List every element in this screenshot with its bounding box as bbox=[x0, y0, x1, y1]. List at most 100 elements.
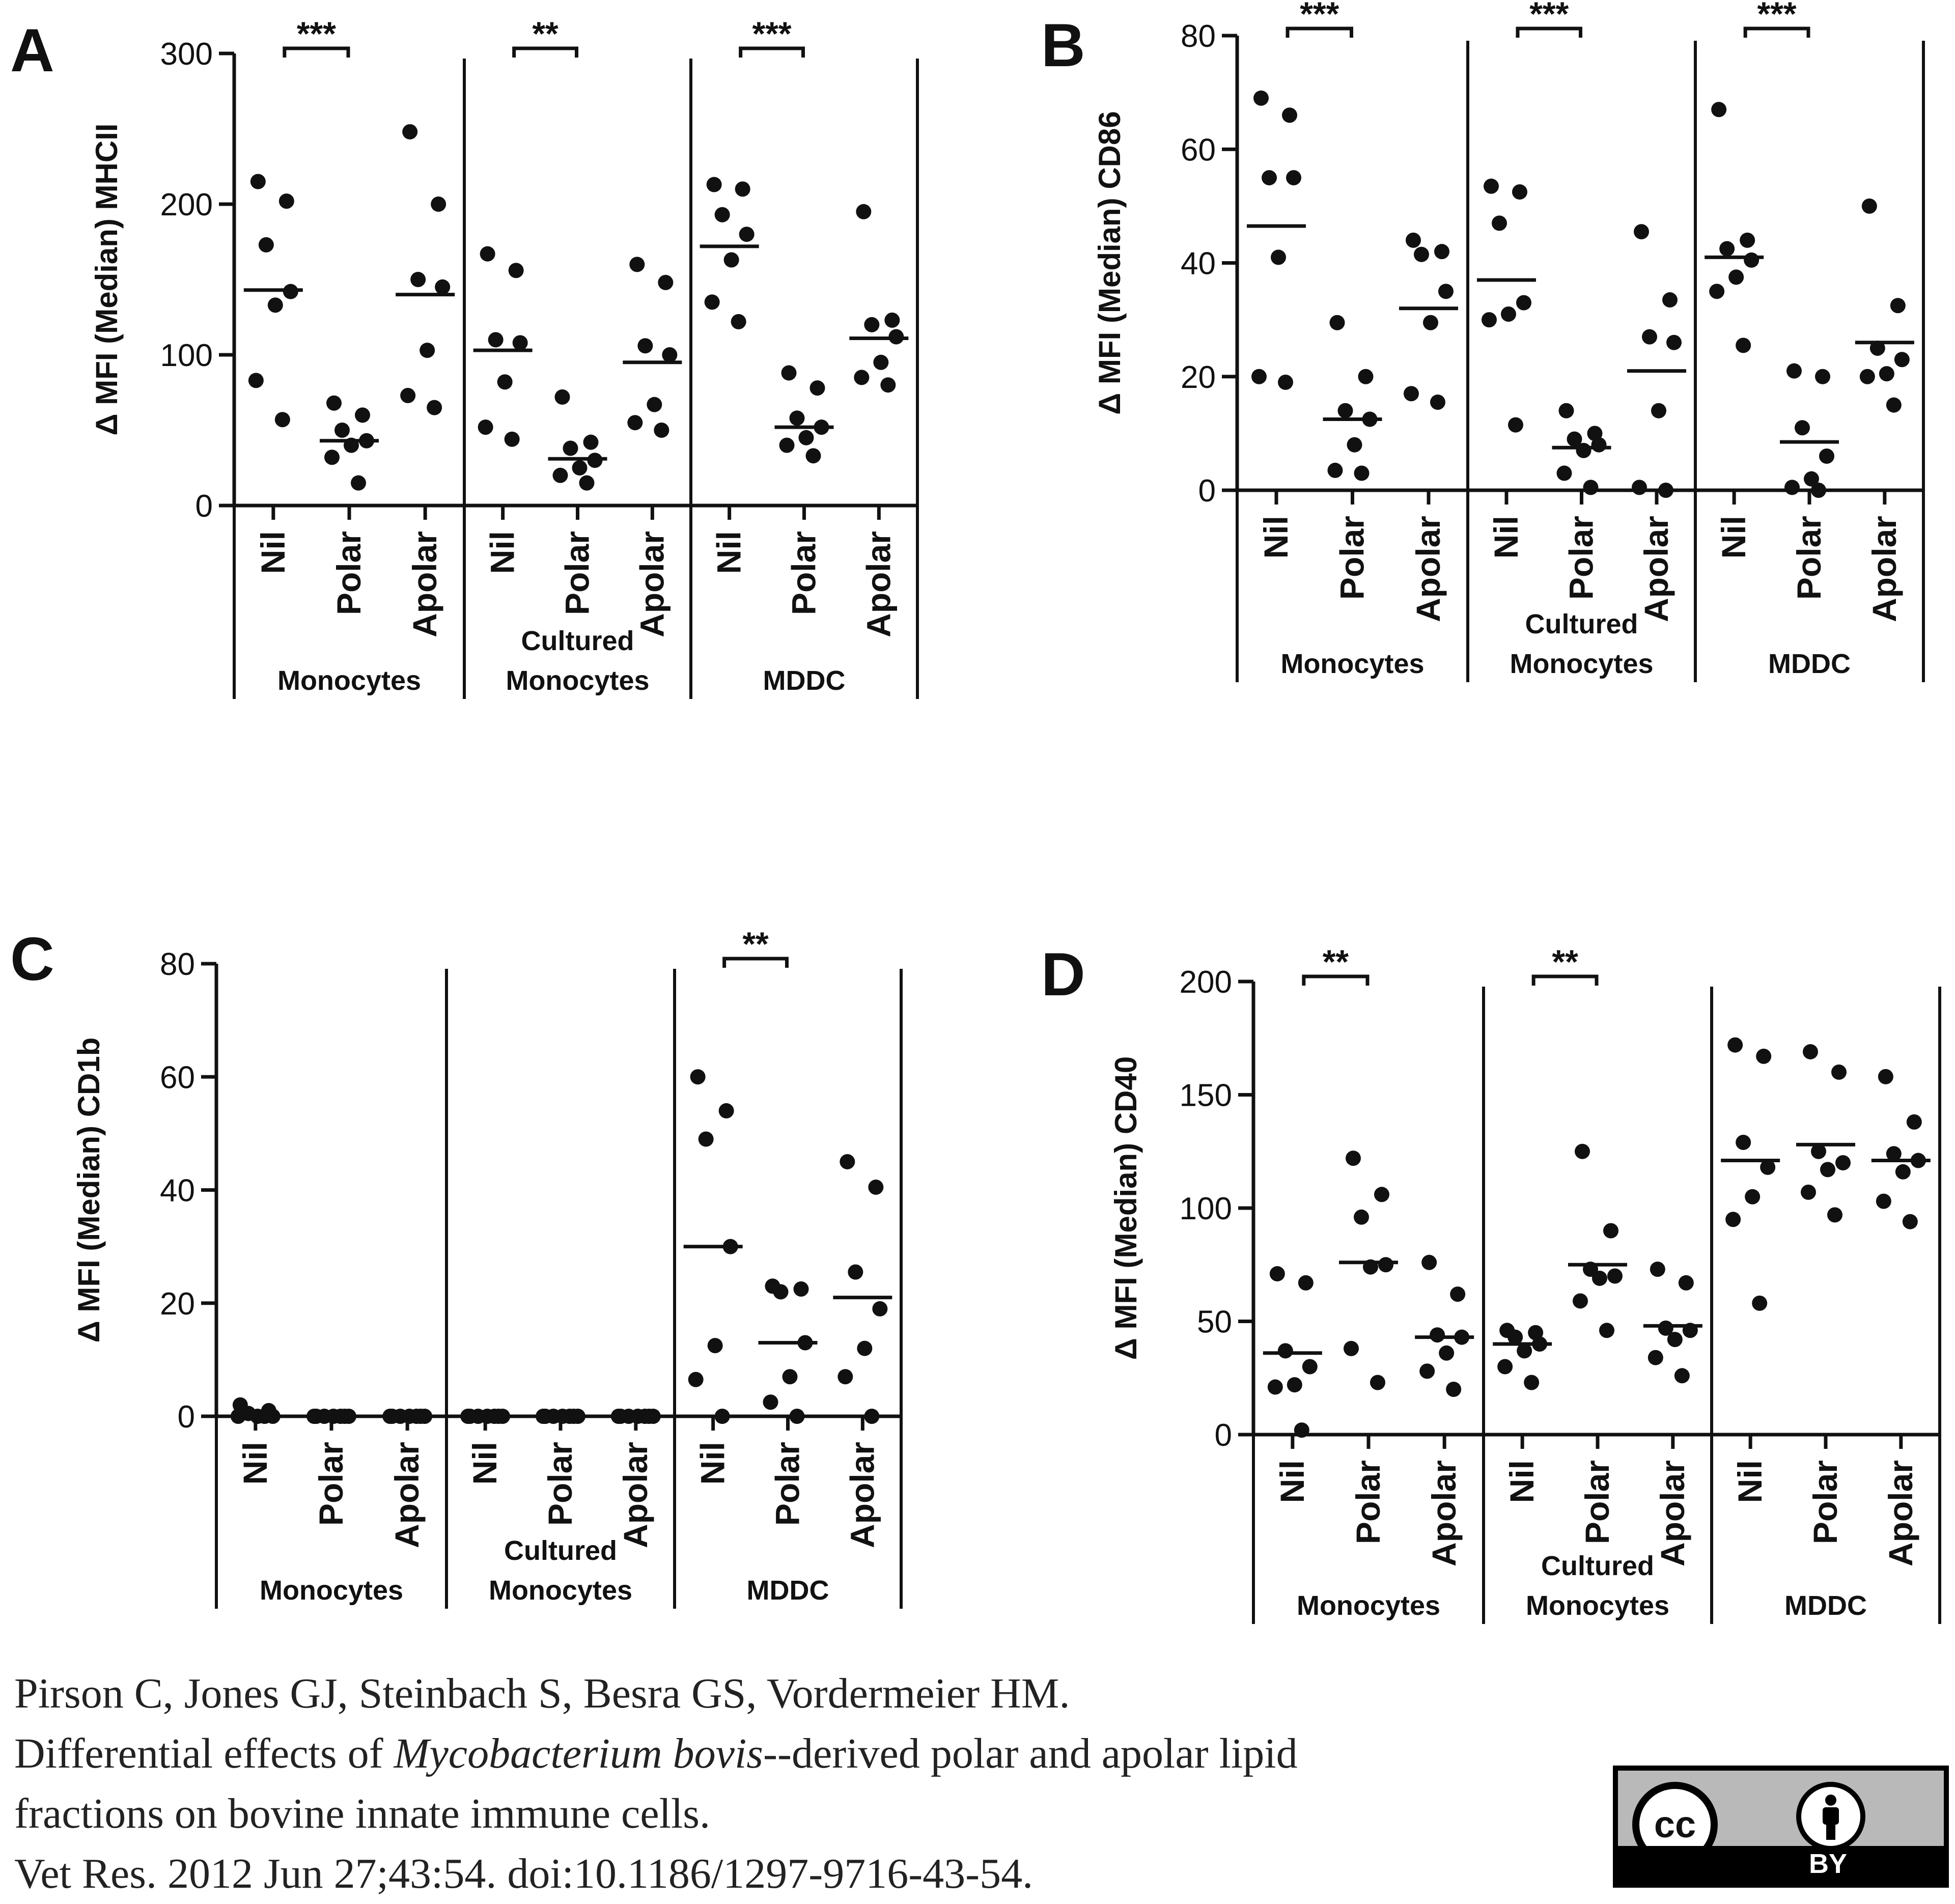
data-point bbox=[487, 1409, 502, 1424]
y-axis-label: Δ MFI (Median) CD40 bbox=[1109, 1056, 1143, 1360]
x-tick-label: Apolar bbox=[859, 531, 897, 637]
data-point bbox=[840, 1154, 855, 1169]
chart-panel-c: C 0 20 40 60 80 Δ MFI (Median) CD1b Nil Polar Apo… bbox=[10, 925, 903, 1609]
data-point bbox=[781, 365, 797, 381]
data-point bbox=[1651, 403, 1667, 418]
data-point bbox=[1262, 170, 1277, 186]
data-point bbox=[1756, 1048, 1772, 1064]
data-point bbox=[230, 1409, 246, 1424]
group-0: Nil Polar Apolar Monocytes bbox=[226, 1397, 437, 1606]
significance-bracket bbox=[722, 957, 789, 968]
panel-letter: B bbox=[1041, 11, 1085, 79]
data-point bbox=[1819, 449, 1834, 464]
data-point bbox=[1354, 1209, 1369, 1225]
data-point bbox=[718, 1103, 734, 1118]
data-point bbox=[1878, 1069, 1893, 1084]
y-tick-label: 200 bbox=[160, 187, 213, 222]
condition-polar: Polar bbox=[302, 1409, 361, 1526]
group-label-line-1: Cultured bbox=[504, 1535, 617, 1566]
data-point bbox=[1795, 420, 1810, 436]
data-point bbox=[497, 374, 513, 390]
data-point bbox=[324, 450, 340, 465]
y-tick-label: 0 bbox=[1215, 1418, 1232, 1453]
person-attribution-icon bbox=[1796, 1782, 1865, 1851]
data-point bbox=[355, 407, 370, 423]
data-point bbox=[1497, 1359, 1513, 1375]
data-point bbox=[722, 1239, 738, 1254]
data-point bbox=[690, 1069, 706, 1085]
significance-marker: *** bbox=[752, 15, 792, 52]
data-point bbox=[278, 193, 294, 209]
group-label: MDDC bbox=[747, 1575, 829, 1606]
data-point bbox=[789, 1409, 805, 1424]
significance-marker: ** bbox=[1323, 943, 1349, 981]
condition-nil: Nil bbox=[473, 246, 533, 574]
data-point bbox=[789, 410, 805, 426]
group-2: Nil Polar Apolar MDDC bbox=[1721, 1037, 1931, 1621]
y-tick-label: 0 bbox=[178, 1399, 195, 1435]
x-tick-label: Apolar bbox=[617, 1442, 654, 1548]
data-point bbox=[480, 246, 495, 262]
data-point bbox=[1405, 232, 1421, 248]
data-point bbox=[1532, 1336, 1548, 1352]
condition-apolar: Apolar bbox=[396, 124, 455, 637]
data-point bbox=[1811, 483, 1826, 498]
data-point bbox=[1745, 1189, 1761, 1205]
data-point bbox=[1556, 465, 1572, 481]
condition-polar: Polar bbox=[1780, 363, 1839, 600]
condition-polar: Polar bbox=[1552, 403, 1611, 600]
data-point bbox=[1370, 1375, 1385, 1390]
data-point bbox=[880, 377, 896, 393]
data-point bbox=[782, 1369, 798, 1385]
data-point bbox=[382, 1409, 398, 1424]
citation: Pirson C, Jones GJ, Steinbach S, Besra G… bbox=[14, 1664, 1582, 1904]
data-point bbox=[1294, 1422, 1309, 1438]
condition-polar: Polar bbox=[1568, 1143, 1627, 1544]
data-point bbox=[637, 338, 653, 354]
significance-bracket bbox=[512, 46, 578, 58]
x-tick-label: Polar bbox=[1562, 516, 1600, 600]
condition-apolar: Apolar bbox=[1415, 1254, 1474, 1566]
data-point bbox=[1573, 1293, 1588, 1309]
data-point bbox=[1831, 1065, 1847, 1080]
data-point bbox=[427, 400, 442, 415]
group-1: Nil Polar Apolar *** Cultured Monocytes bbox=[1476, 0, 1687, 679]
data-point bbox=[572, 460, 588, 475]
chart-panel-b: B 0 20 40 60 80 Δ MFI (Median) CD86 Nil Polar Apo… bbox=[1041, 0, 1925, 682]
data-point bbox=[1760, 1159, 1776, 1175]
data-point bbox=[1634, 224, 1650, 240]
data-point bbox=[1302, 1359, 1318, 1375]
data-point bbox=[773, 1284, 789, 1300]
data-point bbox=[1298, 1275, 1314, 1291]
data-point bbox=[1344, 1340, 1359, 1356]
condition-apolar: Apolar bbox=[1399, 232, 1458, 622]
x-tick-label: Polar bbox=[1790, 516, 1828, 600]
data-point bbox=[688, 1371, 704, 1387]
significance-bracket bbox=[1516, 26, 1582, 38]
x-tick-label: Apolar bbox=[1637, 516, 1675, 622]
data-point bbox=[410, 272, 426, 287]
data-point bbox=[1450, 1286, 1466, 1302]
condition-apolar: Apolar bbox=[833, 1154, 892, 1548]
x-tick-label: Apolar bbox=[843, 1442, 881, 1548]
group-label: MDDC bbox=[1768, 649, 1851, 679]
y-tick-label: 0 bbox=[1198, 473, 1216, 509]
data-point bbox=[1378, 1257, 1393, 1273]
x-tick-label: Polar bbox=[541, 1442, 579, 1526]
significance-marker: *** bbox=[1757, 0, 1797, 33]
group-1: Nil Polar Apolar ** Cultured Monocytes bbox=[473, 15, 682, 696]
x-tick-label: Polar bbox=[1806, 1460, 1844, 1544]
condition-nil: Nil bbox=[1721, 1037, 1780, 1503]
cc-by-license-badge[interactable]: cc BY bbox=[1613, 1766, 1949, 1888]
data-point bbox=[1512, 184, 1527, 200]
y-tick-label: 200 bbox=[1180, 965, 1232, 1000]
data-point bbox=[627, 415, 643, 431]
data-point bbox=[402, 124, 418, 139]
group-label: Monocytes bbox=[1280, 649, 1424, 679]
data-point bbox=[654, 423, 669, 438]
data-point bbox=[706, 177, 722, 192]
data-point bbox=[723, 252, 739, 268]
data-point bbox=[1658, 1320, 1673, 1336]
condition-apolar: Apolar bbox=[1871, 1069, 1931, 1566]
